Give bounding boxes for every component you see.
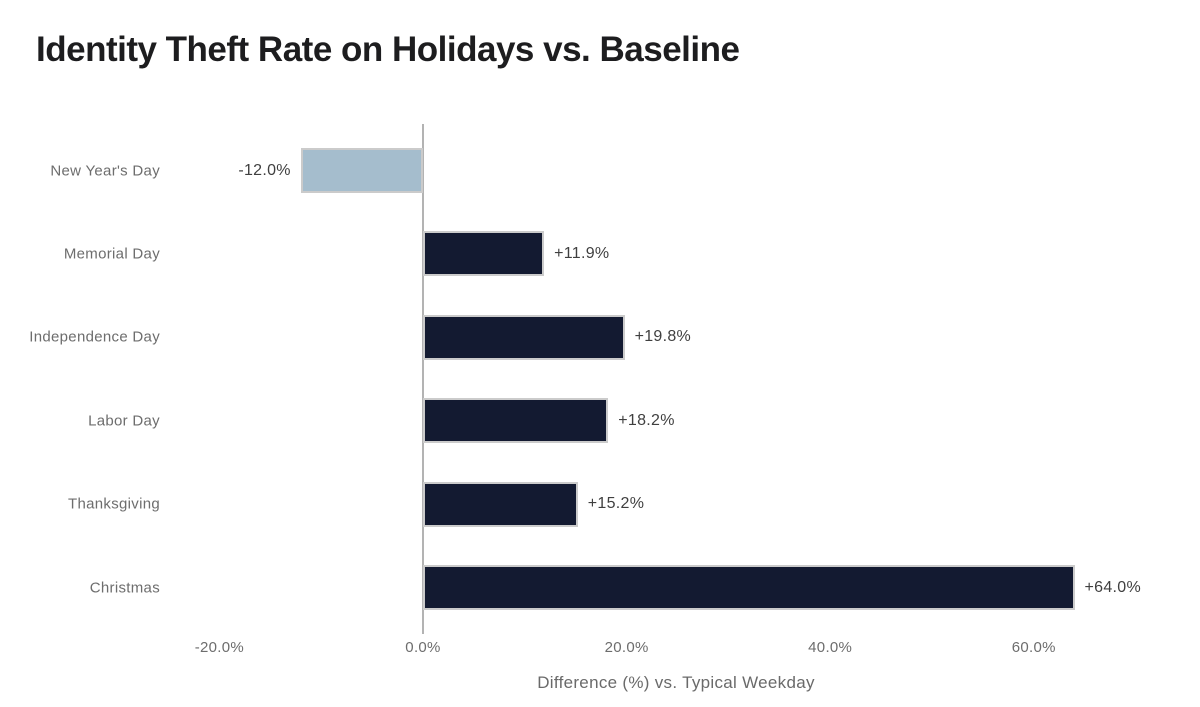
category-label: Thanksgiving (68, 495, 160, 513)
zero-axis-line (422, 124, 424, 634)
category-label: Memorial Day (63, 245, 160, 263)
x-tick-label: 0.0% (405, 639, 441, 656)
value-label: +19.8% (634, 328, 692, 346)
bar (423, 398, 609, 444)
chart-title: Identity Theft Rate on Holidays vs. Base… (36, 30, 740, 69)
bar (423, 565, 1075, 610)
value-label: +15.2% (587, 495, 645, 513)
bar (423, 314, 625, 360)
x-axis-title: Difference (%) vs. Typical Weekday (537, 673, 815, 692)
category-label: Labor Day (88, 412, 160, 430)
value-label: -12.0% (238, 161, 291, 179)
category-label: Independence Day (29, 328, 160, 346)
bar (423, 481, 578, 527)
bar (423, 231, 545, 277)
value-label: +18.2% (618, 411, 675, 429)
x-tick-label: 20.0% (604, 639, 649, 656)
x-tick-label: -20.0% (194, 639, 245, 656)
x-tick-label: 40.0% (808, 639, 853, 656)
category-label: Christmas (89, 579, 160, 596)
bar (300, 148, 423, 193)
value-label: +64.0% (1084, 578, 1142, 596)
x-tick-label: 60.0% (1011, 639, 1056, 656)
value-label: +11.9% (554, 244, 610, 262)
category-label: New Year's Day (50, 162, 160, 179)
